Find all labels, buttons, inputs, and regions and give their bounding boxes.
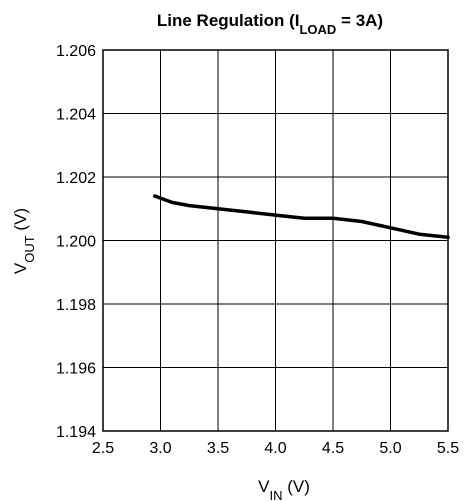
x-axis-label: VIN (V)	[258, 477, 310, 501]
y-tick-label: 1.200	[56, 234, 96, 251]
chart-title-prefix: Line Regulation (I	[157, 11, 300, 30]
series-line	[153, 194, 450, 240]
y-tick-label: 1.202	[56, 170, 96, 187]
chart-title-suffix: = 3A)	[336, 11, 383, 30]
x-tick-label: 5.5	[437, 440, 459, 457]
series-group	[153, 194, 450, 240]
y-tick-label: 1.198	[56, 297, 96, 314]
y-axis-label: VOUT (V)	[11, 208, 37, 274]
y-tick-label: 1.194	[56, 424, 96, 441]
y-axis-label-unit: (V)	[11, 208, 30, 235]
y-axis-label-main: V	[11, 262, 30, 274]
x-axis-label-unit: (V)	[282, 477, 309, 496]
grid-lines	[102, 49, 449, 432]
x-tick-label: 4.5	[322, 440, 344, 457]
y-tick-label: 1.206	[56, 43, 96, 60]
y-tick-label: 1.196	[56, 361, 96, 378]
x-tick-label: 3.0	[149, 440, 171, 457]
y-tick-label: 1.204	[56, 107, 96, 124]
x-tick-label: 5.0	[379, 440, 401, 457]
tick-labels: 2.5 3.0 3.5 4.0 4.5 5.0 5.5 1.194 1.196 1.198 1.20…	[56, 43, 459, 457]
x-tick-label: 4.0	[264, 440, 286, 457]
plot-frame	[102, 49, 449, 432]
x-axis-label-main: V	[258, 477, 270, 496]
chart-title: Line Regulation (ILOAD = 3A)	[157, 11, 383, 37]
x-tick-label: 2.5	[92, 440, 114, 457]
x-axis-label-subscript: IN	[269, 488, 282, 501]
chart-title-subscript: LOAD	[299, 22, 336, 37]
x-tick-label: 3.5	[207, 440, 229, 457]
y-axis-label-subscript: OUT	[22, 235, 37, 263]
